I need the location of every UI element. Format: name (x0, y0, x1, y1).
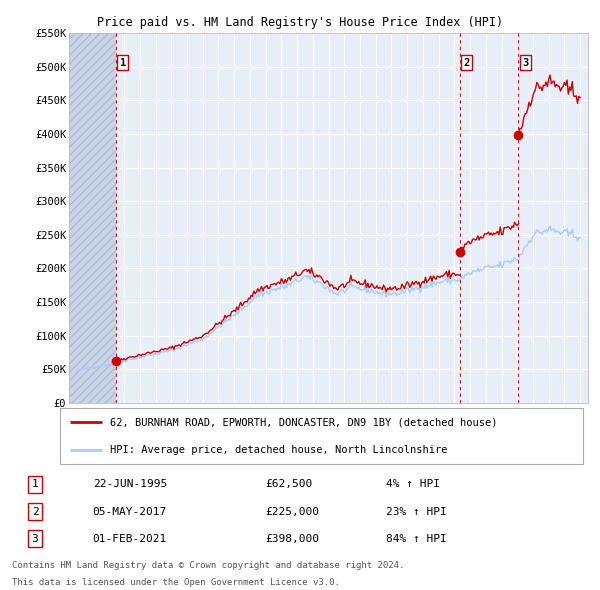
Text: 05-MAY-2017: 05-MAY-2017 (92, 507, 167, 516)
Text: 01-FEB-2021: 01-FEB-2021 (92, 534, 167, 544)
Text: HPI: Average price, detached house, North Lincolnshire: HPI: Average price, detached house, Nort… (110, 445, 448, 455)
Text: £62,500: £62,500 (265, 479, 313, 489)
Text: 3: 3 (32, 534, 38, 544)
Bar (69, 33, 116, 403)
Text: 23% ↑ HPI: 23% ↑ HPI (386, 507, 447, 516)
Text: Price paid vs. HM Land Registry's House Price Index (HPI): Price paid vs. HM Land Registry's House … (97, 15, 503, 28)
Text: 62, BURNHAM ROAD, EPWORTH, DONCASTER, DN9 1BY (detached house): 62, BURNHAM ROAD, EPWORTH, DONCASTER, DN… (110, 417, 497, 427)
Text: 22-JUN-1995: 22-JUN-1995 (92, 479, 167, 489)
Text: 2: 2 (464, 58, 470, 68)
Text: 2: 2 (32, 507, 38, 516)
Text: This data is licensed under the Open Government Licence v3.0.: This data is licensed under the Open Gov… (12, 578, 340, 587)
FancyBboxPatch shape (59, 408, 583, 464)
Text: 1: 1 (119, 58, 126, 68)
Text: 4% ↑ HPI: 4% ↑ HPI (386, 479, 440, 489)
Text: £225,000: £225,000 (265, 507, 319, 516)
Text: 3: 3 (523, 58, 529, 68)
Text: Contains HM Land Registry data © Crown copyright and database right 2024.: Contains HM Land Registry data © Crown c… (12, 562, 404, 571)
Text: 1: 1 (32, 479, 38, 489)
Text: 84% ↑ HPI: 84% ↑ HPI (386, 534, 447, 544)
Text: £398,000: £398,000 (265, 534, 319, 544)
